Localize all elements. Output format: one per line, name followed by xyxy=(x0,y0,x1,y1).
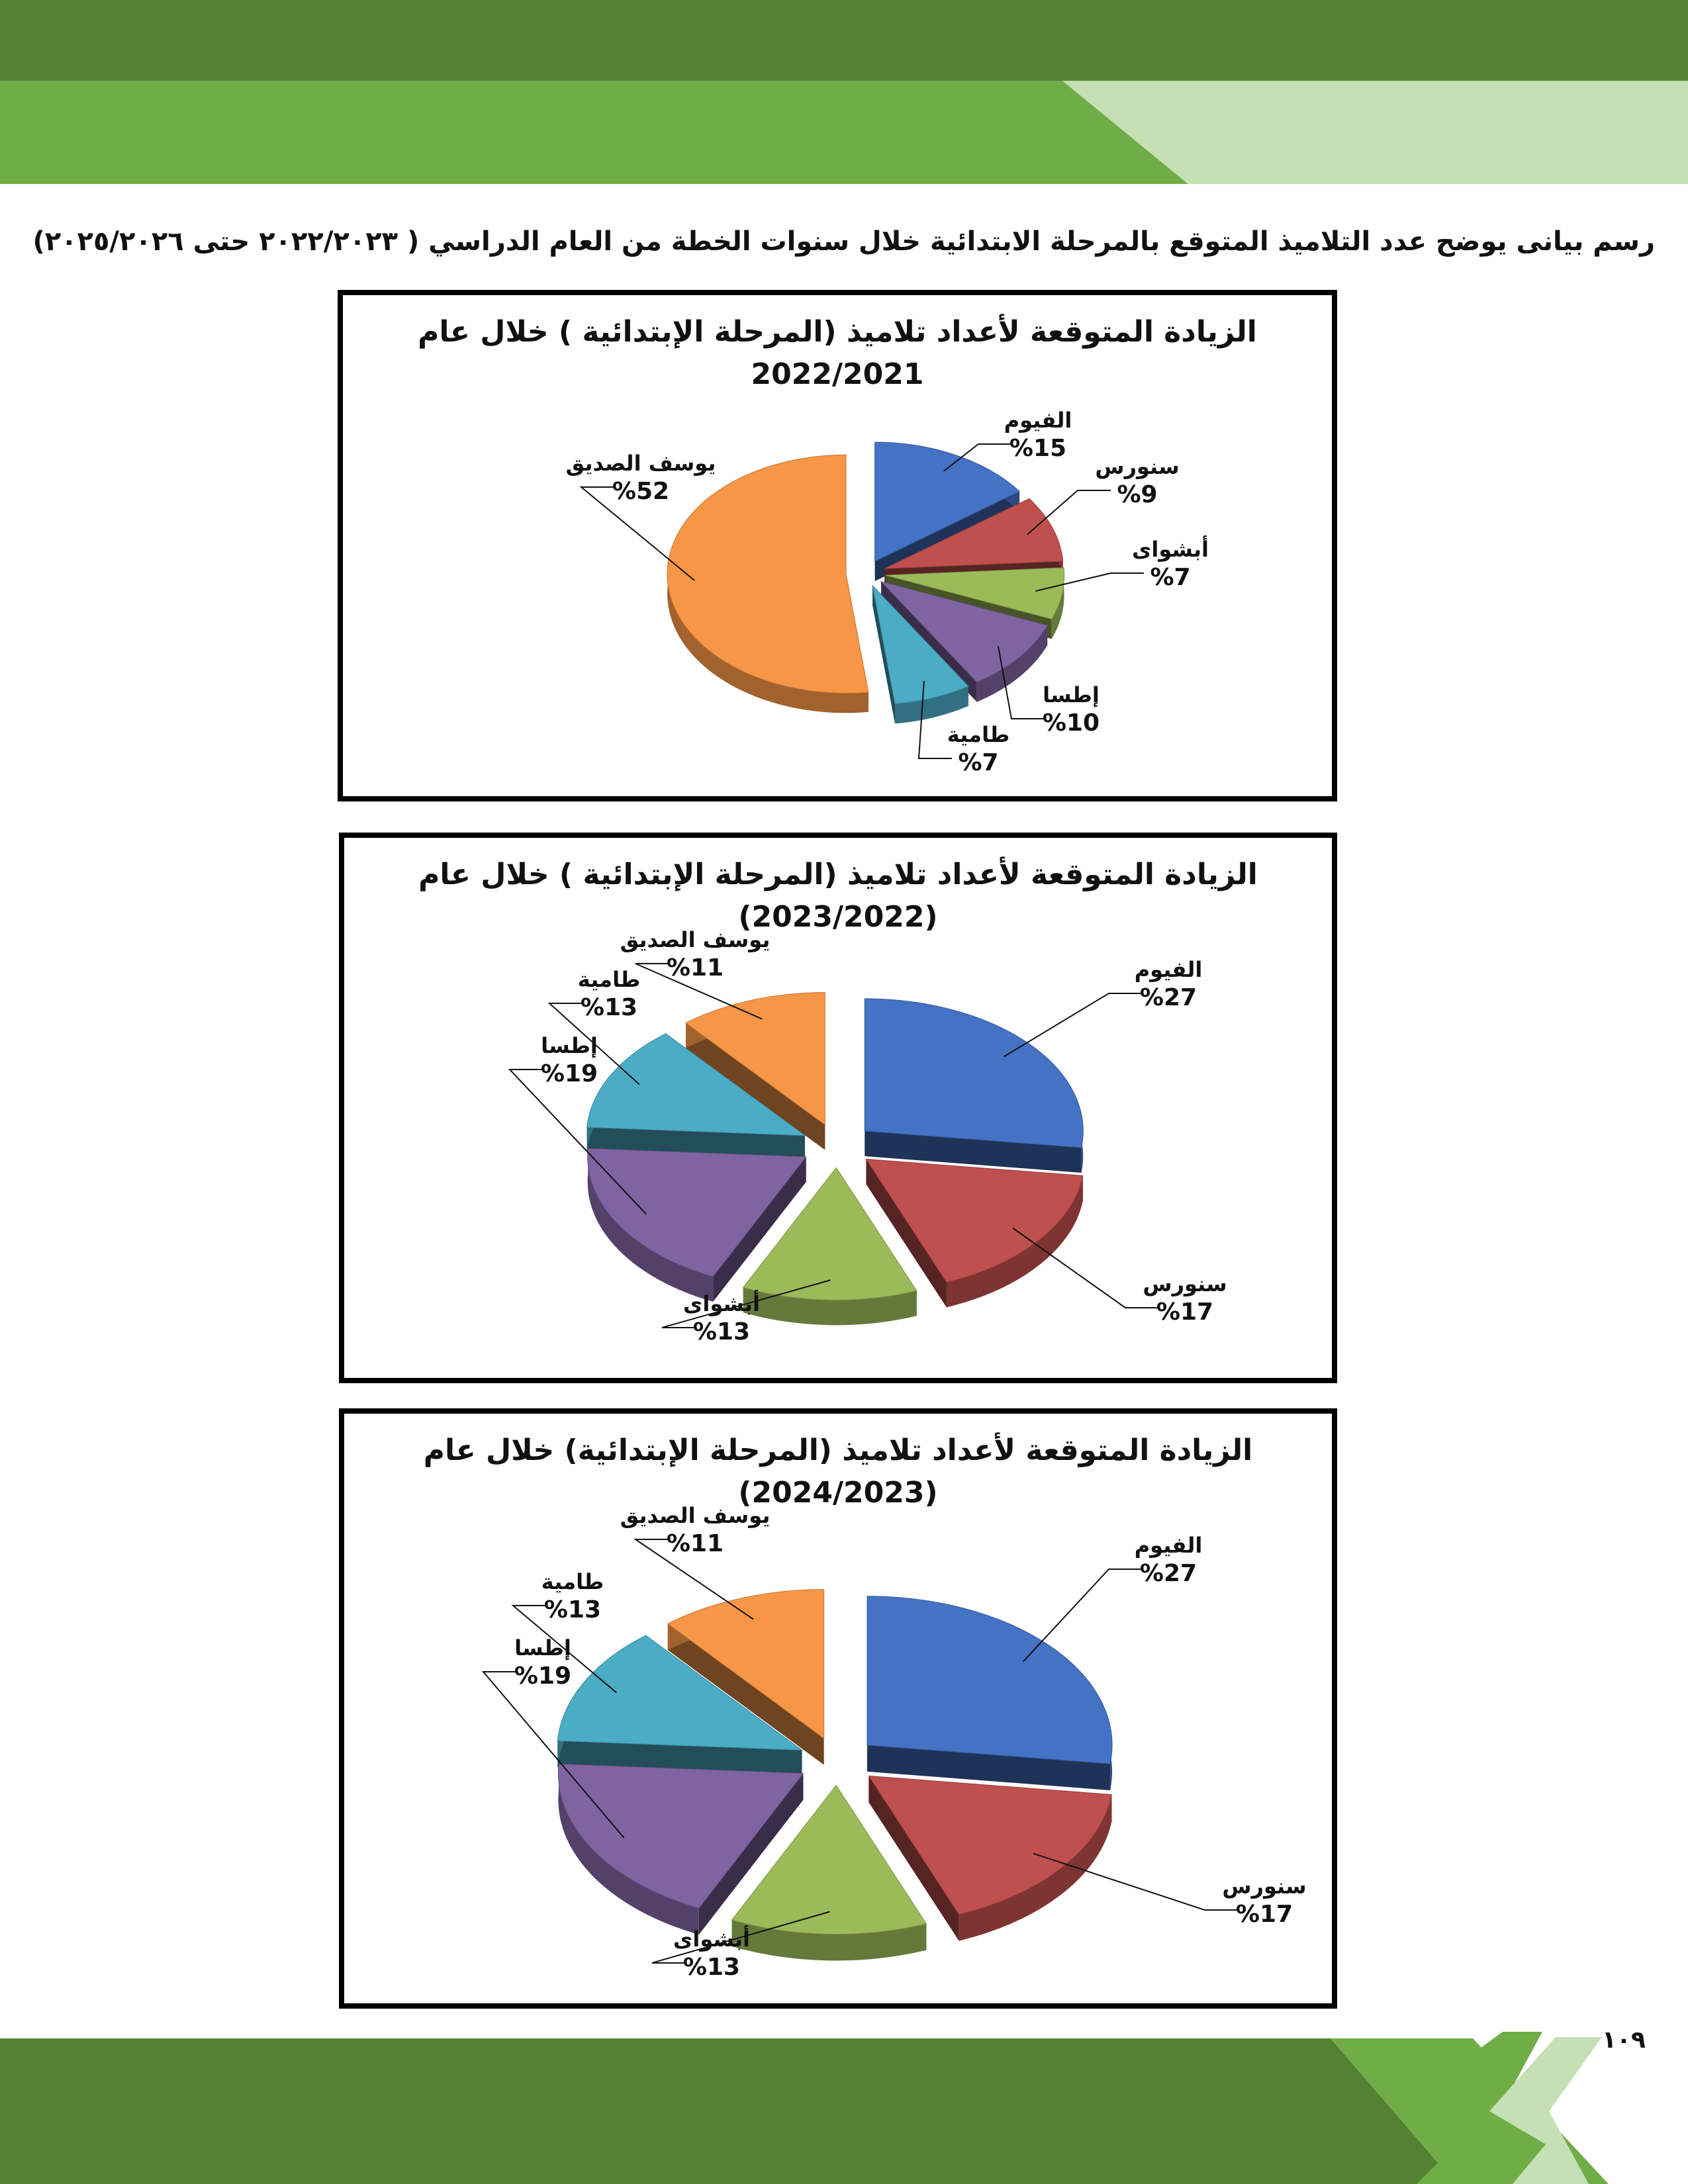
slice-label: سنورس xyxy=(1222,1874,1306,1899)
leader-line xyxy=(1004,993,1142,1058)
slice-label: سنورس xyxy=(1143,1271,1227,1297)
leader-line xyxy=(635,963,763,1020)
leader-line xyxy=(481,1671,625,1839)
leader-line xyxy=(917,680,952,759)
pie-slice xyxy=(667,1589,825,1765)
slice-label: أبشواى xyxy=(673,1925,750,1952)
slice-value-label: %13 xyxy=(581,994,637,1021)
leader-line xyxy=(1027,490,1111,535)
leader-line xyxy=(1012,1227,1158,1308)
chart-subtitle: (2023/2022) xyxy=(738,900,938,934)
pie-slice xyxy=(868,1775,1113,1941)
slice-label: يوسف الصديق xyxy=(566,451,716,476)
slice-value-label: %27 xyxy=(1140,984,1197,1011)
chart-title: الزيادة المتوقعة لأعداد تلاميذ (المرحلة … xyxy=(423,1433,1253,1467)
pie-slice xyxy=(880,580,1048,702)
slice-value-label: %15 xyxy=(1009,435,1066,462)
pie-slice xyxy=(557,1763,804,1935)
chart-title: الزيادة المتوقعة لأعداد تلاميذ (المرحلة … xyxy=(418,315,1257,349)
header-band xyxy=(0,0,1688,184)
slice-value-label: %10 xyxy=(1043,709,1100,737)
slice-value-label: %27 xyxy=(1140,1560,1197,1587)
slice-value-label: %13 xyxy=(683,1954,740,1981)
slice-label: الفيوم xyxy=(1135,1533,1203,1558)
slice-label: سنورس xyxy=(1095,454,1179,479)
slice-value-label: %11 xyxy=(667,954,724,981)
pie-slice xyxy=(731,1784,927,1961)
slice-value-label: %17 xyxy=(1156,1298,1213,1326)
slice-label: الفيوم xyxy=(1004,408,1072,433)
pie-slice xyxy=(867,1596,1113,1791)
leader-line xyxy=(579,486,695,581)
pie-slice xyxy=(865,1158,1084,1308)
pie-slice xyxy=(742,1167,917,1326)
pie-slice xyxy=(557,1635,804,1777)
leader-line xyxy=(633,1539,754,1620)
slice-label: إطسا xyxy=(1043,682,1100,708)
leader-line xyxy=(1035,572,1144,592)
leader-line xyxy=(547,1003,640,1085)
slice-label: طامية xyxy=(947,722,1009,747)
slice-value-label: %13 xyxy=(693,1318,750,1345)
slice-label: الفيوم xyxy=(1135,957,1203,982)
slice-label: يوسف الصديق xyxy=(620,1503,771,1528)
page-number: ١٠٩ xyxy=(1602,2026,1646,2054)
pie-chart-2021: الفيوم%15سنورس%9أبشواى%7إطسا%10طامية%7يو… xyxy=(566,408,1209,776)
chart-title: الزيادة المتوقعة لأعداد تلاميذ (المرحلة … xyxy=(418,858,1258,891)
chart-subtitle: (2024/2023) xyxy=(738,1476,938,1510)
pie-slice xyxy=(667,454,869,713)
slice-value-label: %19 xyxy=(541,1060,598,1087)
page-heading: رسم بيانى يوضح عدد التلاميذ المتوقع بالم… xyxy=(32,226,1655,257)
slice-value-label: %11 xyxy=(667,1530,724,1557)
leader-line xyxy=(1033,1852,1238,1911)
slice-value-label: %52 xyxy=(612,478,669,505)
pie-chart-2023: الفيوم%27سنورس%17أبشواى%13إطسا%19طامية%1… xyxy=(481,1503,1307,1981)
slice-value-label: %9 xyxy=(1117,481,1157,508)
slice-label: طامية xyxy=(541,1569,604,1594)
slice-label: يوسف الصديق xyxy=(620,927,771,952)
chart-frame-2023: الزيادة المتوقعة لأعداد تلاميذ (المرحلة … xyxy=(339,1408,1337,2009)
slice-label: إطسا xyxy=(514,1635,571,1661)
leader-line xyxy=(1023,1569,1142,1662)
slice-label: طامية xyxy=(578,967,640,992)
leader-line xyxy=(943,443,1011,472)
chart-frame-2021: الزيادة المتوقعة لأعداد تلاميذ (المرحلة … xyxy=(338,290,1337,801)
leader-line xyxy=(651,1911,830,1964)
leader-line xyxy=(997,646,1045,719)
slice-value-label: %17 xyxy=(1236,1901,1293,1928)
slice-value-label: %19 xyxy=(514,1662,571,1690)
chart-subtitle: 2022/2021 xyxy=(751,357,924,391)
pie-slice xyxy=(872,584,969,724)
slice-label: أبشواى xyxy=(683,1290,760,1316)
pie-slice xyxy=(587,1148,807,1302)
leader-line xyxy=(511,1605,617,1694)
chart-frame-2022: الزيادة المتوقعة لأعداد تلاميذ (المرحلة … xyxy=(339,833,1337,1383)
slice-value-label: %13 xyxy=(544,1596,601,1623)
leader-line xyxy=(661,1279,831,1328)
pie-slice xyxy=(864,998,1084,1173)
slice-label: أبشواى xyxy=(1132,535,1209,562)
pie-chart-2022: الفيوم%27سنورس%17أبشواى%13إطسا%19طامية%1… xyxy=(508,927,1227,1345)
pie-slice xyxy=(685,992,825,1150)
leader-line xyxy=(508,1069,647,1215)
slice-value-label: %7 xyxy=(1150,564,1190,591)
slice-value-label: %7 xyxy=(958,749,998,776)
